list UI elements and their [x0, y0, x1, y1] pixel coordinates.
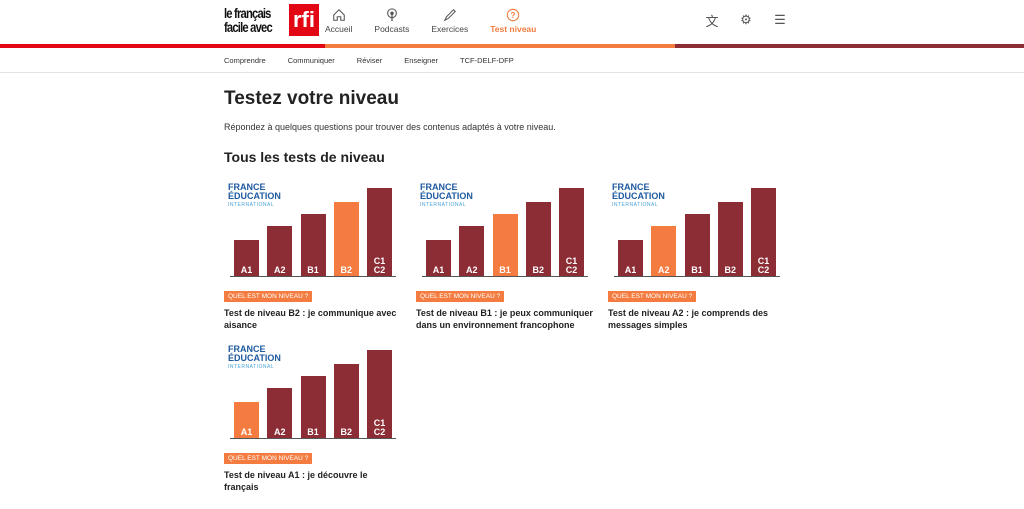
- gear-icon[interactable]: ⚙: [740, 12, 752, 27]
- main-nav: Accueil Podcasts Exercices ? Test niveau: [325, 8, 558, 34]
- card-tag: QUEL EST MON NIVEAU ?: [224, 291, 313, 302]
- test-card[interactable]: A1 A2 B1 B2 C1 C2 FRANCE ÉDUCATION INTERNATION…: [224, 343, 402, 493]
- brand-line: INTERNATIONAL: [228, 202, 275, 208]
- nav-podcasts[interactable]: Podcasts: [374, 8, 409, 34]
- level-bar: B1: [684, 214, 710, 276]
- nav-label: Test niveau: [490, 24, 537, 34]
- brand-line: ÉDUCATION: [228, 191, 281, 201]
- level-chart: A1 A2 B1 B2 C1 C2: [230, 185, 396, 277]
- level-bar: B2: [333, 364, 359, 438]
- level-bar: A1: [234, 240, 259, 276]
- logo-text: le français facile avec: [224, 5, 273, 35]
- level-bar: B2: [717, 202, 743, 276]
- section-title: Tous les tests de niveau: [224, 149, 385, 165]
- card-title[interactable]: Test de niveau A1 : je découvre le franç…: [224, 470, 368, 492]
- podcast-icon: [386, 8, 397, 22]
- rfi-logo: rfi: [289, 4, 319, 36]
- level-bar: A1: [618, 240, 643, 276]
- card-title[interactable]: Test de niveau B1 : je peux communiquer …: [416, 308, 593, 330]
- stripe-red: [0, 44, 325, 48]
- stripe-orange: [325, 44, 675, 48]
- card-tag: QUEL EST MON NIVEAU ?: [416, 291, 505, 302]
- nav-label: Exercices: [431, 24, 469, 34]
- brand-line: INTERNATIONAL: [420, 202, 467, 208]
- level-bar: B1: [300, 376, 326, 438]
- brand-line: ÉDUCATION: [612, 191, 665, 201]
- brand-line: ÉDUCATION: [228, 353, 281, 363]
- level-bar: B2: [333, 202, 359, 276]
- card-title[interactable]: Test de niveau B2 : je communique avec a…: [224, 308, 397, 330]
- card-image[interactable]: A1 A2 B1 B2 C1 C2 FRANCE ÉDUCATION INTERNATION…: [608, 181, 786, 281]
- card-image[interactable]: A1 A2 B1 B2 C1 C2 FRANCE ÉDUCATION INTERNATION…: [224, 181, 402, 281]
- nav-accueil[interactable]: Accueil: [325, 8, 352, 34]
- level-bar: A2: [267, 226, 293, 276]
- page-title: Testez votre niveau: [224, 88, 399, 109]
- level-bar: B1: [492, 214, 518, 276]
- subnav-enseigner[interactable]: Enseigner: [404, 55, 439, 65]
- level-bar: A2: [651, 226, 677, 276]
- brand-line: ÉDUCATION: [420, 191, 473, 201]
- pencil-icon: [443, 9, 456, 22]
- test-card[interactable]: A1 A2 B1 B2 C1 C2 FRANCE ÉDUCATION INTERNATION…: [416, 181, 594, 331]
- menu-icon[interactable]: ☰: [774, 12, 786, 27]
- card-image[interactable]: A1 A2 B1 B2 C1 C2 FRANCE ÉDUCATION INTERNATION…: [224, 343, 402, 443]
- nav-label: Podcasts: [374, 24, 410, 34]
- sub-nav: Comprendre Communiquer Réviser Enseigner…: [0, 48, 1024, 73]
- brand-line: INTERNATIONAL: [612, 202, 659, 208]
- nav-exercices[interactable]: Exercices: [431, 8, 468, 34]
- logo[interactable]: le français facile avec rfi: [224, 4, 319, 36]
- home-icon: [332, 9, 345, 21]
- subnav-reviser[interactable]: Réviser: [356, 55, 383, 65]
- header: le français facile avec rfi Accueil Podc…: [0, 0, 1024, 44]
- svg-text:?: ?: [511, 11, 516, 20]
- level-chart: A1 A2 B1 B2 C1 C2: [422, 185, 588, 277]
- subnav-communiquer[interactable]: Communiquer: [287, 55, 335, 65]
- fei-logo: FRANCE ÉDUCATION INTERNATIONAL: [228, 183, 281, 210]
- fei-logo: FRANCE ÉDUCATION INTERNATIONAL: [420, 183, 473, 210]
- level-bar: A1: [426, 240, 451, 276]
- card-tag: QUEL EST MON NIVEAU ?: [224, 453, 313, 464]
- level-bar: B2: [525, 202, 551, 276]
- level-chart: A1 A2 B1 B2 C1 C2: [614, 185, 780, 277]
- level-bar: C1 C2: [751, 188, 776, 276]
- nav-label: Accueil: [325, 24, 353, 34]
- card-image[interactable]: A1 A2 B1 B2 C1 C2 FRANCE ÉDUCATION INTERNATION…: [416, 181, 594, 281]
- brand-line: FRANCE: [228, 344, 266, 354]
- translate-icon[interactable]: 文: [705, 13, 719, 29]
- subnav-comprendre[interactable]: Comprendre: [224, 55, 266, 65]
- level-bar: C1 C2: [367, 350, 392, 438]
- page-intro: Répondez à quelques questions pour trouv…: [224, 122, 556, 132]
- level-bar: A2: [459, 226, 485, 276]
- question-icon: ?: [507, 8, 520, 22]
- fei-logo: FRANCE ÉDUCATION INTERNATIONAL: [228, 345, 281, 372]
- level-bar: C1 C2: [559, 188, 584, 276]
- nav-test-niveau[interactable]: ? Test niveau: [490, 8, 536, 34]
- brand-line: FRANCE: [228, 182, 266, 192]
- fei-logo: FRANCE ÉDUCATION INTERNATIONAL: [612, 183, 665, 210]
- level-bar: C1 C2: [367, 188, 392, 276]
- subnav-tcf[interactable]: TCF-DELF-DFP: [460, 55, 514, 65]
- level-bar: A2: [267, 388, 293, 438]
- brand-line: FRANCE: [612, 182, 650, 192]
- brand-line: FRANCE: [420, 182, 458, 192]
- level-chart: A1 A2 B1 B2 C1 C2: [230, 347, 396, 439]
- card-title[interactable]: Test de niveau A2 : je comprends des mes…: [608, 308, 769, 330]
- level-bar: A1: [234, 402, 259, 438]
- brand-line: INTERNATIONAL: [228, 364, 275, 370]
- card-tag: QUEL EST MON NIVEAU ?: [608, 291, 697, 302]
- test-card[interactable]: A1 A2 B1 B2 C1 C2 FRANCE ÉDUCATION INTERNATION…: [608, 181, 786, 331]
- test-card[interactable]: A1 A2 B1 B2 C1 C2 FRANCE ÉDUCATION INTERNATION…: [224, 181, 402, 331]
- stripe-dark: [675, 44, 1024, 48]
- level-bar: B1: [300, 214, 326, 276]
